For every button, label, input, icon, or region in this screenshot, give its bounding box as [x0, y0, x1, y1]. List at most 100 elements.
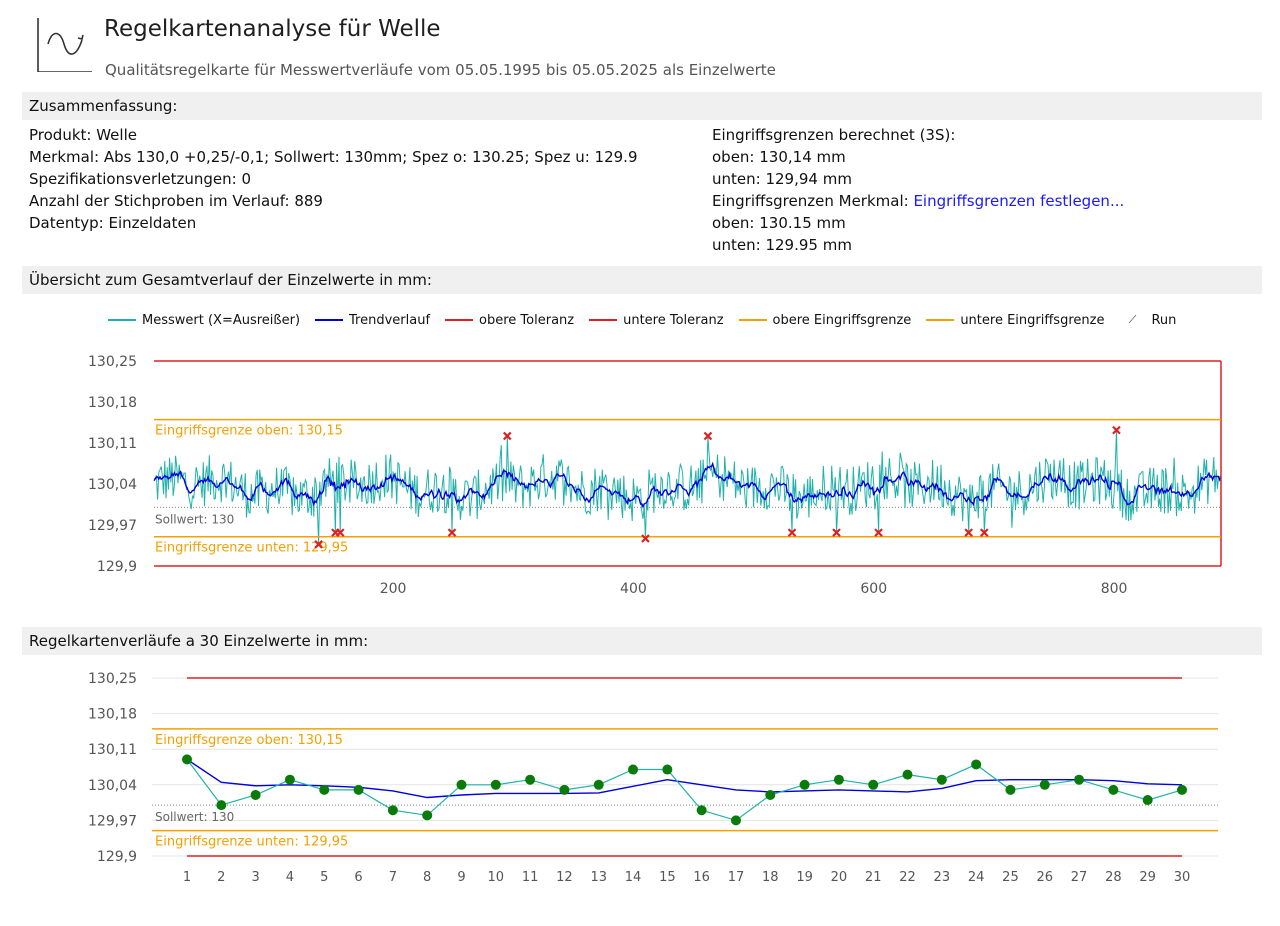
measurement-point	[936, 774, 947, 785]
legend-item-upper-tolerance: obere Toleranz	[445, 313, 574, 328]
legend-swatch	[589, 319, 618, 321]
y-tick-label: 130,25	[88, 671, 137, 687]
legend-swatch	[108, 319, 136, 321]
measurement-point	[765, 789, 776, 800]
outlier-marker	[447, 528, 457, 537]
legend-label: Messwert (X=Ausreißer)	[142, 312, 301, 328]
overview-legend: Messwert (X=Ausreißer) Trendverlauf ober…	[108, 309, 1191, 331]
outlier-x-shape	[832, 528, 841, 537]
outlier-marker	[335, 528, 345, 537]
measurement-point	[1142, 795, 1153, 806]
outlier-marker	[980, 528, 989, 537]
page-title: Regelkartenanalyse für Welle	[104, 16, 441, 42]
x-tick-label: 4	[286, 870, 294, 885]
summary-data-type: Datentyp: Einzeldaten	[29, 214, 197, 232]
legend-item-lower-control: untere Eingriffsgrenze	[926, 313, 1104, 328]
feature-limits-row: Eingriffsgrenzen Merkmal: Eingriffsgrenz…	[712, 190, 1124, 212]
outlier-marker	[874, 528, 883, 537]
x-tick-label: 16	[693, 870, 710, 885]
measurement-point	[182, 754, 192, 765]
measurement-series-line	[186, 759, 1183, 822]
x-tick-label: 8	[423, 870, 431, 885]
set-limits-link[interactable]: Eingriffsgrenzen festlegen...	[913, 192, 1125, 210]
x-tick-label: 10	[488, 870, 505, 885]
legend-label: untere Eingriffsgrenze	[960, 312, 1105, 328]
y-tick-label: 130,04	[88, 778, 137, 794]
legend-label: obere Eingriffsgrenze	[772, 312, 912, 328]
y-tick-label: 130,18	[88, 707, 137, 723]
y-tick-label: 129,97	[88, 518, 137, 534]
y-tick-label: 130,04	[88, 477, 137, 493]
outlier-x-shape	[980, 528, 989, 537]
measurement-point	[868, 779, 879, 790]
measurement-point	[1039, 779, 1050, 790]
outlier-x-shape	[641, 534, 650, 543]
x-tick-label: 1	[183, 870, 191, 885]
legend-label: Run	[1151, 312, 1177, 328]
measurement-point	[387, 805, 398, 816]
overview-heading: Übersicht zum Gesamtverlauf der Einzelwe…	[22, 266, 1262, 294]
measurement-point	[971, 759, 982, 770]
x-tick-label: 9	[457, 870, 465, 885]
measurement-series-line	[153, 430, 1222, 545]
legend-swatch	[445, 319, 474, 321]
control-chart-icon	[37, 18, 92, 72]
x-tick-label: 200	[380, 581, 407, 597]
measurement-point	[833, 774, 844, 785]
summary-left-column: Produkt: Welle Merkmal: Abs 130,0 +0,25/…	[29, 124, 637, 234]
x-tick-label: 17	[728, 870, 745, 885]
x-tick-label: 7	[389, 870, 397, 885]
calc-limits-heading: Eingriffsgrenzen berechnet (3S):	[712, 126, 956, 144]
x-tick-label: 800	[1101, 581, 1128, 597]
y-tick-label: 129,97	[88, 813, 137, 829]
measurement-point	[250, 789, 261, 800]
x-tick-label: 3	[251, 870, 259, 885]
measurement-point	[490, 779, 501, 790]
outlier-marker	[832, 528, 841, 537]
measurement-point	[216, 800, 227, 811]
measurement-point	[1108, 784, 1119, 795]
outlier-x-shape	[703, 431, 713, 441]
detail-heading: Regelkartenverläufe a 30 Einzelwerte in …	[22, 627, 1262, 655]
measurement-point	[284, 774, 295, 785]
x-tick-label: 25	[1002, 870, 1019, 885]
legend-label: Trendverlauf	[349, 312, 431, 328]
x-tick-label: 2	[217, 870, 225, 885]
upper-control-label: Eingriffsgrenze oben: 130,15	[155, 733, 343, 748]
x-tick-label: 19	[796, 870, 813, 885]
measurement-point	[799, 779, 810, 790]
calc-lower-limit: unten: 129,94 mm	[712, 170, 852, 188]
x-tick-label: 23	[934, 870, 951, 885]
legend-item-measurement: Messwert (X=Ausreißer)	[108, 313, 300, 328]
x-tick-label: 24	[968, 870, 985, 885]
measurement-point	[525, 774, 536, 785]
measurement-point	[696, 805, 707, 816]
detail-chart: 130,25 130,18 130,11 130,04 129,97 129,9 Eingr…	[88, 671, 1218, 885]
feature-upper-limit: oben: 130.15 mm	[712, 214, 846, 232]
feature-limits-label: Eingriffsgrenzen Merkmal:	[712, 192, 914, 210]
summary-product: Produkt: Welle	[29, 126, 137, 144]
calc-upper-limit: oben: 130,14 mm	[712, 148, 846, 166]
y-tick-label: 130,25	[88, 354, 137, 370]
lower-control-label: Eingriffsgrenze unten: 129,95	[155, 835, 348, 850]
measurement-point	[1074, 774, 1085, 785]
measurement-point	[662, 764, 673, 775]
summary-spec-violations: Spezifikationsverletzungen: 0	[29, 170, 251, 188]
x-tick-label: 26	[1036, 870, 1053, 885]
outlier-marker	[502, 431, 512, 441]
y-tick-label: 130,11	[88, 742, 137, 758]
x-tick-label: 30	[1174, 870, 1191, 885]
legend-swatch	[738, 319, 767, 321]
measurement-point	[353, 784, 364, 795]
target-label: Sollwert: 130	[155, 810, 234, 824]
outlier-x-shape	[335, 528, 345, 537]
summary-feature: Merkmal: Abs 130,0 +0,25/-0,1; Sollwert:…	[29, 148, 638, 166]
outlier-marker	[964, 528, 973, 537]
feature-lower-limit: unten: 129.95 mm	[712, 236, 852, 254]
legend-item-upper-control: obere Eingriffsgrenze	[738, 312, 912, 328]
measurement-point	[422, 810, 433, 821]
x-tick-label: 600	[860, 581, 887, 597]
x-tick-label: 400	[620, 581, 647, 597]
x-tick-label: 13	[590, 870, 607, 885]
trend-series-line	[153, 461, 1222, 509]
